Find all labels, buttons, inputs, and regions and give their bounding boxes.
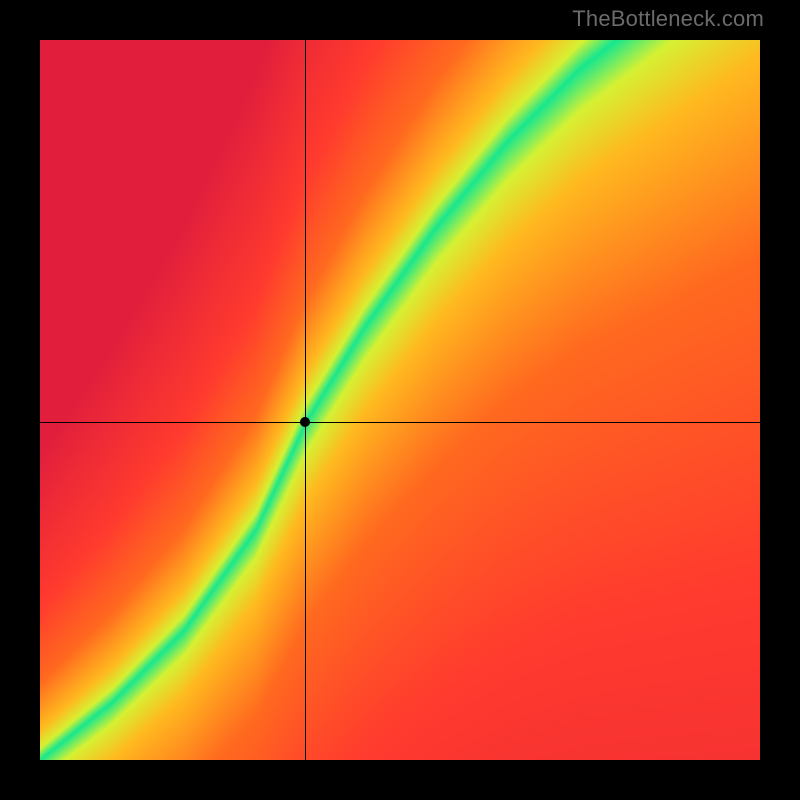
crosshair-vertical	[305, 40, 306, 760]
heatmap-plot	[40, 40, 760, 760]
heatmap-canvas	[40, 40, 760, 760]
crosshair-horizontal	[40, 422, 760, 423]
selection-marker	[300, 417, 310, 427]
watermark-text: TheBottleneck.com	[572, 6, 764, 32]
